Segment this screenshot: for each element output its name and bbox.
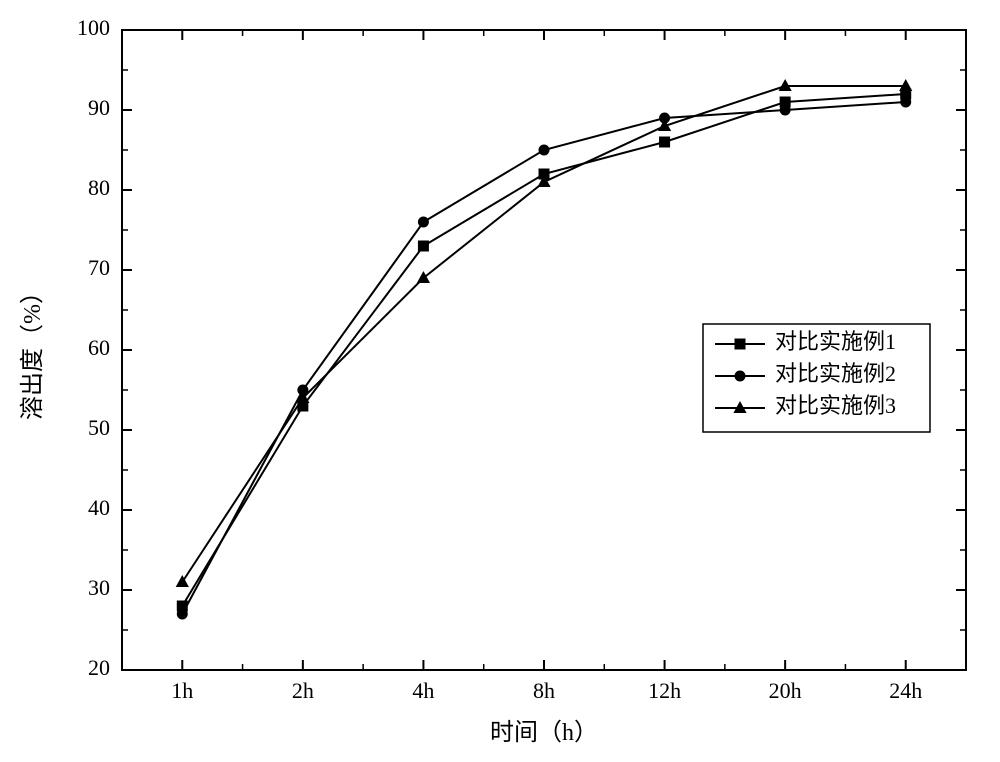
chart-svg: 20 30 40 50 60 70 80 90 100 1h 2h 4h 8h 12h 20h 24h 时间（h… xyxy=(0,0,1000,762)
x-tick-label: 1h xyxy=(171,678,193,703)
legend-label: 对比实施例2 xyxy=(775,361,896,386)
y-tick-label: 80 xyxy=(88,175,110,200)
x-tick-label: 24h xyxy=(889,678,922,703)
y-axis-label: 溶出度（%） xyxy=(19,280,46,420)
x-tick-label: 4h xyxy=(412,678,434,703)
series-marker xyxy=(177,609,188,620)
y-tick-label: 30 xyxy=(88,575,110,600)
legend-label: 对比实施例3 xyxy=(775,393,896,418)
series-marker xyxy=(418,241,429,252)
x-tick-label: 2h xyxy=(292,678,314,703)
series-marker xyxy=(539,145,550,156)
series-marker xyxy=(659,137,670,148)
legend-marker xyxy=(735,339,746,350)
y-tick-label: 100 xyxy=(77,15,110,40)
x-axis-label: 时间（h） xyxy=(490,719,598,746)
legend: 对比实施例1 对比实施例2 对比实施例3 xyxy=(703,324,930,432)
y-tick-label: 20 xyxy=(88,655,110,680)
x-tick-label: 8h xyxy=(533,678,555,703)
legend-marker xyxy=(735,371,746,382)
x-tick-label: 20h xyxy=(769,678,802,703)
y-tick-label: 40 xyxy=(88,495,110,520)
x-tick-label: 12h xyxy=(648,678,681,703)
y-tick-label: 50 xyxy=(88,415,110,440)
series-marker xyxy=(900,97,911,108)
dissolution-chart: 20 30 40 50 60 70 80 90 100 1h 2h 4h 8h 12h 20h 24h 时间（h… xyxy=(0,0,1000,762)
series-marker xyxy=(176,575,189,587)
series-marker xyxy=(418,217,429,228)
legend-label: 对比实施例1 xyxy=(775,329,896,354)
series-marker xyxy=(417,271,430,283)
series-marker xyxy=(780,105,791,116)
y-tick-label: 60 xyxy=(88,335,110,360)
y-tick-label: 70 xyxy=(88,255,110,280)
y-tick-label: 90 xyxy=(88,95,110,120)
